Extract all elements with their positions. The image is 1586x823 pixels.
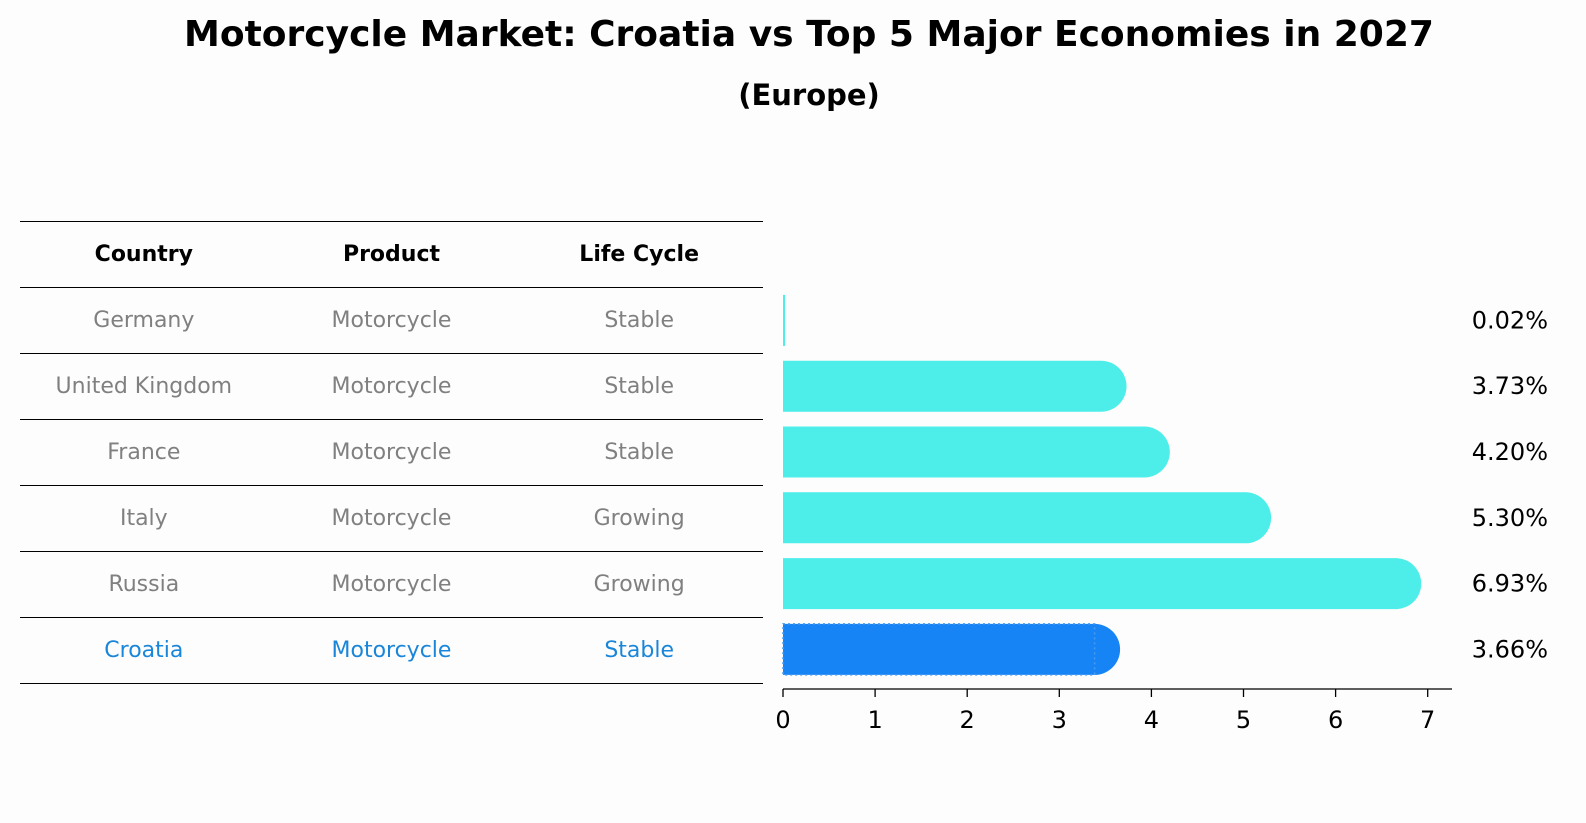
table-row: Russia Motorcycle Growing [20, 551, 763, 618]
value-label: 0.02% [1472, 306, 1548, 334]
country-cell: Germany [20, 287, 268, 354]
bar [783, 558, 1422, 610]
product-cell: Motorcycle [267, 353, 516, 420]
table-row: Italy Motorcycle Growing [20, 485, 763, 552]
bar-highlighted [783, 623, 1121, 675]
life-cycle-cell: Stable [515, 617, 763, 684]
x-tick-label: 6 [1328, 706, 1343, 734]
country-cell: Russia [20, 551, 268, 618]
life-cycle-cell: Growing [515, 485, 763, 552]
x-tick-label: 3 [1052, 706, 1067, 734]
x-tick-label: 7 [1420, 706, 1435, 734]
value-label: 4.20% [1472, 438, 1548, 466]
table-row: Germany Motorcycle Stable [20, 287, 763, 354]
x-tick-label: 0 [775, 706, 790, 734]
x-tick-label: 4 [1144, 706, 1159, 734]
x-tick-label: 5 [1236, 706, 1251, 734]
product-cell: Motorcycle [267, 617, 516, 684]
product-cell: Motorcycle [267, 419, 516, 486]
country-cell: United Kingdom [20, 353, 268, 420]
table-header-row: Country Product Life Cycle [20, 221, 763, 288]
product-cell: Motorcycle [267, 485, 516, 552]
chart-title: Motorcycle Market: Croatia vs Top 5 Majo… [184, 14, 1434, 55]
chart-subtitle: (Europe) [738, 78, 880, 112]
bar [783, 294, 785, 346]
bar [783, 426, 1170, 478]
table-row: France Motorcycle Stable [20, 419, 763, 486]
data-table: Country Product Life Cycle Germany Motor… [20, 221, 763, 684]
product-cell: Motorcycle [267, 287, 516, 354]
x-tick-label: 1 [867, 706, 882, 734]
country-cell: Italy [20, 485, 268, 552]
product-cell: Motorcycle [267, 551, 516, 618]
life-cycle-cell: Stable [515, 353, 763, 420]
header-life-cycle: Life Cycle [515, 221, 763, 288]
x-tick-label: 2 [960, 706, 975, 734]
header-product: Product [267, 221, 516, 288]
bar-highlight-outline [782, 623, 1096, 676]
value-label: 3.66% [1472, 635, 1548, 663]
life-cycle-cell: Growing [515, 551, 763, 618]
table-row-highlighted: Croatia Motorcycle Stable [20, 617, 763, 684]
value-label: 6.93% [1472, 570, 1548, 598]
country-cell: France [20, 419, 268, 486]
bar [783, 492, 1272, 544]
header-country: Country [20, 221, 268, 288]
bar [783, 360, 1127, 412]
table-row: United Kingdom Motorcycle Stable [20, 353, 763, 420]
life-cycle-cell: Stable [515, 287, 763, 354]
value-label: 5.30% [1472, 504, 1548, 532]
life-cycle-cell: Stable [515, 419, 763, 486]
country-cell: Croatia [20, 617, 268, 684]
value-label: 3.73% [1472, 372, 1548, 400]
